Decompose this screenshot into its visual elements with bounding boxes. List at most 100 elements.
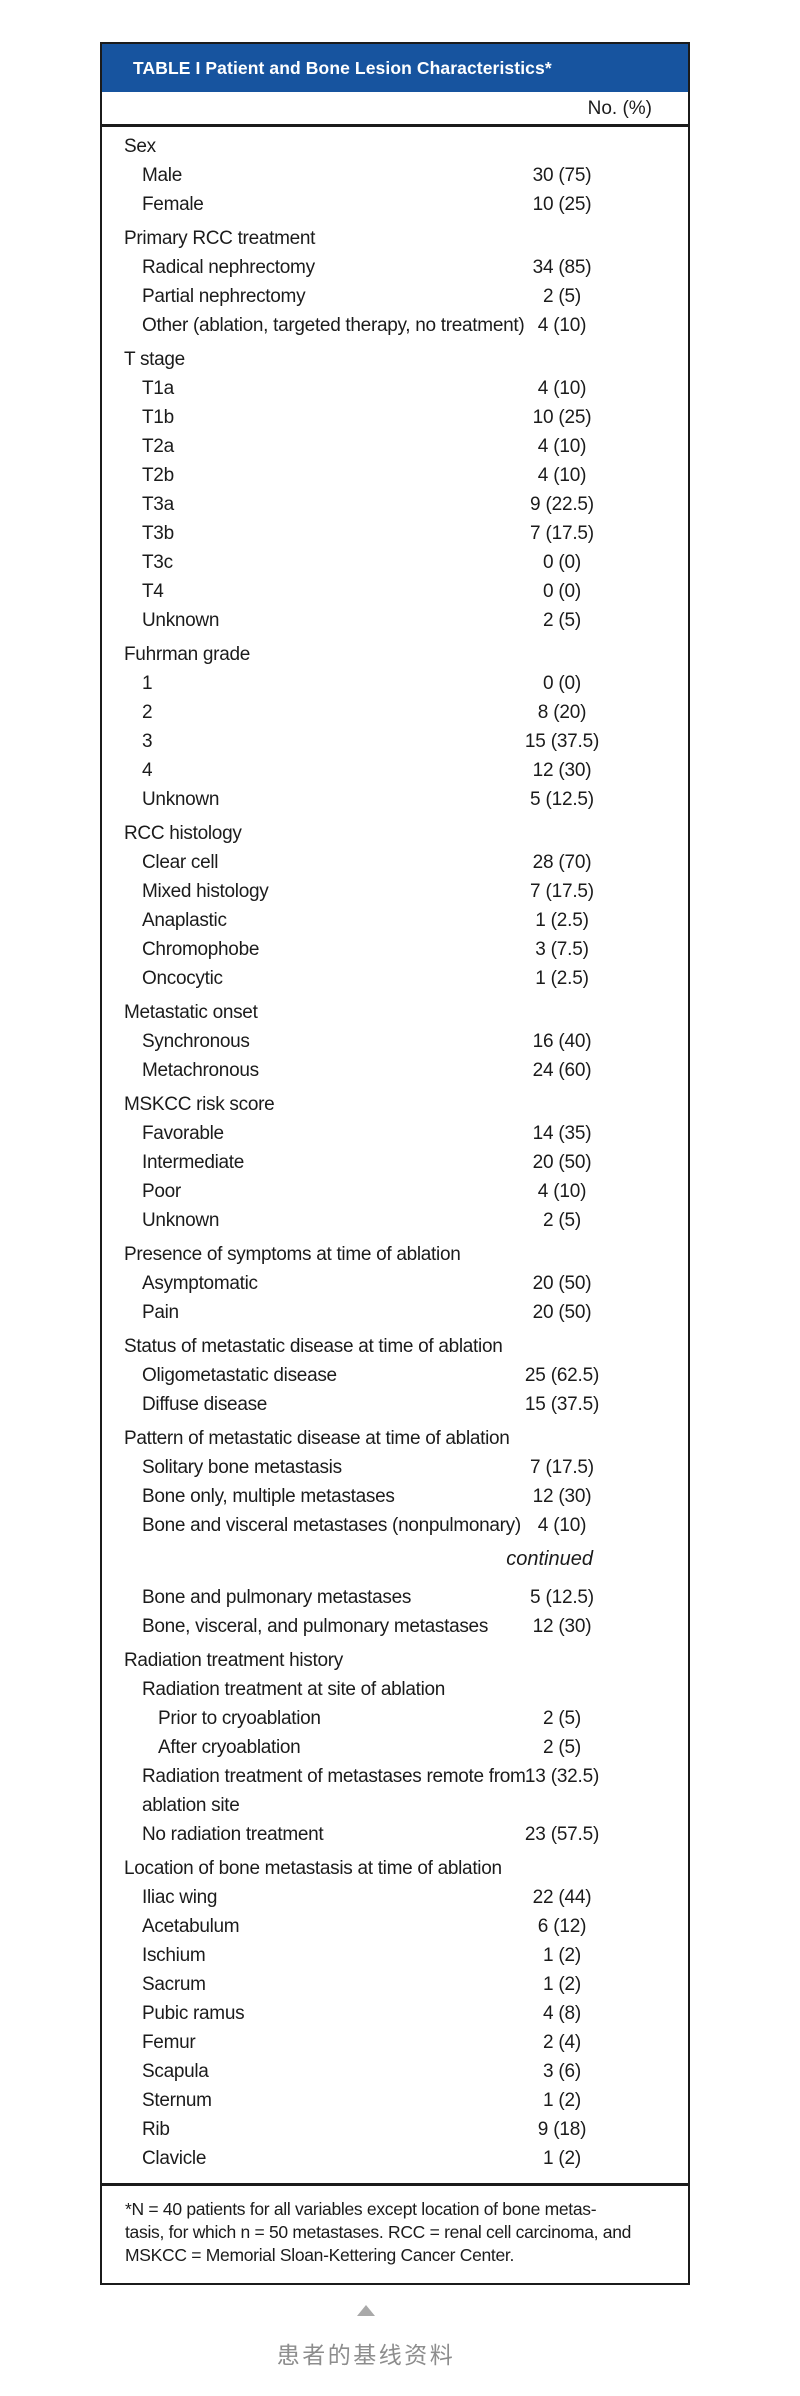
table-row: Intermediate 20 (50) [102,1148,688,1177]
row-label: T3b [142,523,174,544]
row-label: Sternum [142,2090,212,2111]
row-value: 2 (4) [542,2032,582,2053]
table-row: Unknown 2 (5) [102,1206,688,1235]
table-row: After cryoablation 2 (5) [102,1733,688,1762]
row-value: 9 (22.5) [530,494,594,515]
row-value: 0 (0) [542,581,582,602]
table-row: 1 0 (0) [102,669,688,698]
table-body: Sex Male 30 (75) Female 10 (25) Primary RCC t… [102,127,688,2183]
section-header: Radiation treatment history [124,1650,343,1671]
row-value: 2 (5) [542,1210,582,1231]
row-value: 15 (37.5) [524,1394,600,1415]
row-label: Clavicle [142,2148,207,2169]
row-value: 15 (37.5) [524,731,600,752]
table-row: T3b 7 (17.5) [102,519,688,548]
table-row: Sternum 1 (2) [102,2086,688,2115]
row-label: T2a [142,436,174,457]
table-row: T4 0 (0) [102,577,688,606]
table-row: Ischium 1 (2) [102,1941,688,1970]
row-value: 0 (0) [542,673,582,694]
table-row: Radical nephrectomy 34 (85) [102,253,688,282]
row-label: Diffuse disease [142,1394,268,1415]
table-row: Prior to cryoablation 2 (5) [102,1704,688,1733]
row-value: 2 (5) [542,1708,582,1729]
row-label: Unknown [142,789,220,810]
row-label: 1 [142,673,153,694]
row-label: T2b [142,465,174,486]
row-value: 4 (10) [537,378,587,399]
row-label: Oncocytic [142,968,223,989]
table-row: Radiation treatment at site of ablation [102,1675,688,1704]
row-label: 4 [142,760,153,781]
row-value: 34 (85) [532,257,592,278]
table-row: Mixed histology 7 (17.5) [102,877,688,906]
row-value: 20 (50) [532,1302,592,1323]
row-value: 4 (10) [537,465,587,486]
table-row: T2b 4 (10) [102,461,688,490]
section-header: Metastatic onset [124,1002,258,1023]
section-header: Primary RCC treatment [124,228,316,249]
row-value: 7 (17.5) [530,523,594,544]
row-label: Bone, visceral, and pulmonary metastases [142,1616,489,1637]
row-label: Scapula [142,2061,209,2082]
row-value: 3 (6) [542,2061,582,2082]
table-row: Metachronous 24 (60) [102,1056,688,1085]
footnote-line: tasis, for which n = 50 metastases. RCC … [125,2222,632,2242]
row-label: Metachronous [142,1060,259,1081]
row-value: 4 (10) [537,436,587,457]
continued-label: continued [506,1548,593,1570]
row-value: 22 (44) [532,1887,592,1908]
table-row: Asymptomatic 20 (50) [102,1269,688,1298]
table-row: T1a 4 (10) [102,374,688,403]
row-value: 16 (40) [532,1031,592,1052]
row-value: 5 (12.5) [530,1587,594,1608]
row-label: After cryoablation [158,1737,301,1758]
row-label: Sacrum [142,1974,206,1995]
row-value: 7 (17.5) [530,1457,594,1478]
row-label: T3c [142,552,173,573]
row-value: 28 (70) [532,852,592,873]
table-row: Favorable 14 (35) [102,1119,688,1148]
table-row: Oncocytic 1 (2.5) [102,964,688,993]
row-value: 6 (12) [537,1916,587,1937]
row-label: Female [142,194,204,215]
row-value: 12 (30) [532,1616,592,1637]
value-column-header: No. (%) [102,92,688,127]
table-row: Scapula 3 (6) [102,2057,688,2086]
row-label: Asymptomatic [142,1273,258,1294]
row-label: Bone and visceral metastases (nonpulmona… [142,1515,521,1536]
footnote-line: MSKCC = Memorial Sloan-Kettering Cancer … [125,2245,515,2265]
row-label: 3 [142,731,153,752]
row-label: T3a [142,494,174,515]
row-label: Unknown [142,1210,220,1231]
row-label: No radiation treatment [142,1824,324,1845]
row-value: 1 (2.5) [535,968,589,989]
row-value: 13 (32.5) [524,1766,600,1787]
row-value: 30 (75) [532,165,592,186]
row-value: 1 (2.5) [535,910,589,931]
table-row: Bone only, multiple metastases 12 (30) [102,1482,688,1511]
row-value: 4 (10) [537,1181,587,1202]
table-row: 3 15 (37.5) [102,727,688,756]
row-label: Femur [142,2032,196,2053]
row-value: 12 (30) [532,1486,592,1507]
row-label: Radiation treatment of metastases remote… [142,1766,526,1787]
row-label: Acetabulum [142,1916,240,1937]
section-header: Fuhrman grade [124,644,251,665]
row-label: Pain [142,1302,179,1323]
table-row: 4 12 (30) [102,756,688,785]
table-row: Iliac wing 22 (44) [102,1883,688,1912]
table-row: Clear cell 28 (70) [102,848,688,877]
row-label: Ischium [142,1945,206,1966]
row-label: T1a [142,378,174,399]
table-row: Oligometastatic disease 25 (62.5) [102,1361,688,1390]
row-value: 7 (17.5) [530,881,594,902]
table-row: 2 8 (20) [102,698,688,727]
caption-text: 患者的基线资料 [276,2342,456,2368]
table-row: Anaplastic 1 (2.5) [102,906,688,935]
row-label: Poor [142,1181,181,1202]
table-row: Solitary bone metastasis 7 (17.5) [102,1453,688,1482]
table-row: Synchronous 16 (40) [102,1027,688,1056]
table-row: Pubic ramus 4 (8) [102,1999,688,2028]
